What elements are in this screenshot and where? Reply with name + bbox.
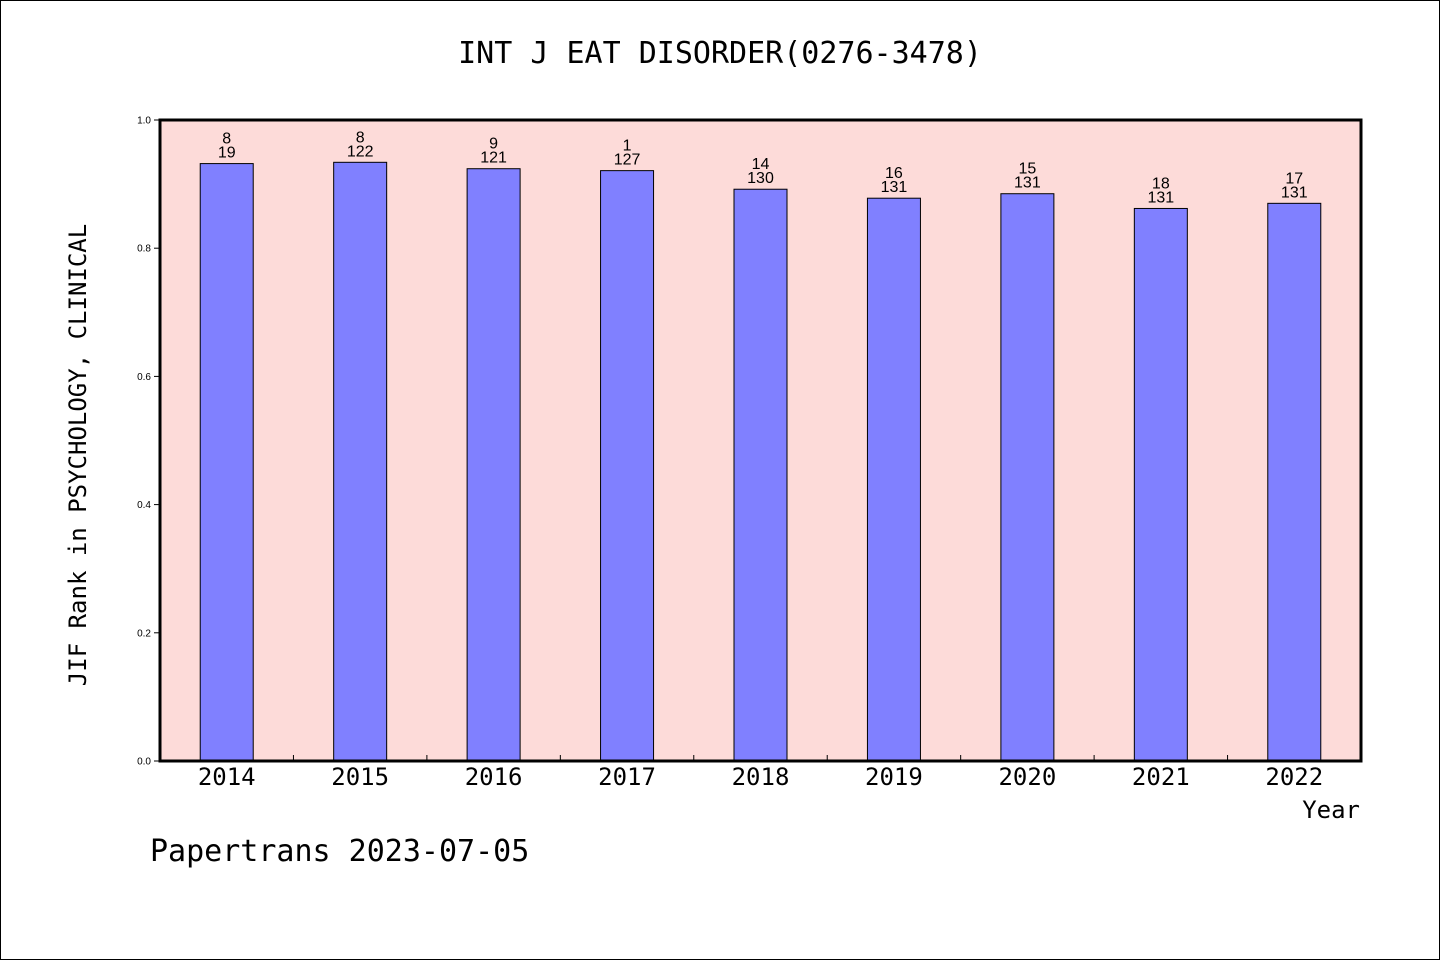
bar-total-label: 19: [218, 145, 236, 162]
bar: [1000, 193, 1055, 762]
x-tick-label: 2018: [732, 763, 790, 791]
x-tick-label: 2022: [1265, 763, 1323, 791]
bar: [333, 161, 388, 762]
bar-total-label: 131: [1281, 184, 1308, 201]
bar-total-label: 131: [1147, 189, 1174, 206]
chart-marks: 0.00.20.40.60.81.01982014122820151219201…: [137, 116, 1363, 791]
x-tick-label: 2017: [598, 763, 656, 791]
x-tick-label: 2019: [865, 763, 923, 791]
y-tick-label: 0.2: [137, 628, 151, 639]
x-axis-label: Year: [1302, 796, 1360, 824]
y-tick-label: 1.0: [137, 116, 151, 127]
bar-total-label: 121: [480, 150, 507, 167]
x-tick-label: 2021: [1132, 763, 1190, 791]
bar-total-label: 131: [881, 179, 908, 196]
bar-rank-label: 18: [1152, 175, 1170, 192]
bar: [1267, 202, 1322, 762]
bar-total-label: 131: [1014, 175, 1041, 192]
bar-rank-label: 1: [623, 138, 632, 155]
chart-title: INT J EAT DISORDER(0276-3478): [458, 36, 982, 71]
bar-rank-label: 8: [356, 129, 365, 146]
bar-rank-label: 15: [1018, 161, 1036, 178]
bar-rank-label: 17: [1285, 170, 1303, 187]
y-tick-label: 0.0: [137, 757, 151, 768]
x-tick-label: 2015: [331, 763, 389, 791]
x-tick-label: 2016: [465, 763, 523, 791]
footer-note: Papertrans 2023-07-05: [150, 834, 530, 869]
plot-border: [158, 118, 1363, 763]
bar: [199, 163, 254, 762]
x-tick-label: 2014: [198, 763, 256, 791]
bar-rank-label: 9: [489, 136, 498, 153]
bar-rank-label: 14: [752, 156, 770, 173]
bar: [866, 197, 921, 762]
bar: [1133, 207, 1188, 762]
x-tick-label: 2020: [998, 763, 1056, 791]
y-tick-label: 0.6: [137, 372, 151, 383]
y-tick-label: 0.4: [137, 500, 151, 511]
bar-rank-label: 16: [885, 165, 903, 182]
bar: [466, 168, 521, 762]
bar-total-label: 130: [747, 170, 774, 187]
bar-rank-label: 8: [222, 131, 231, 148]
bar: [600, 170, 655, 762]
bar-total-label: 122: [347, 143, 374, 160]
y-tick-label: 0.8: [137, 244, 151, 255]
bar: [733, 188, 788, 762]
bar-total-label: 127: [614, 152, 641, 169]
